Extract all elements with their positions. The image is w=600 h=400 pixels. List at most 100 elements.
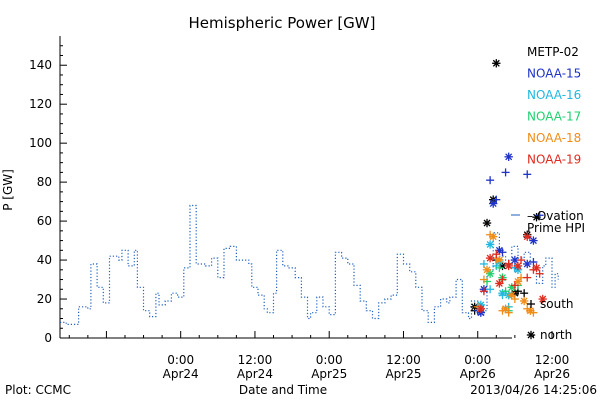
y-tick-label: 20: [37, 292, 52, 306]
marker-stroke: [520, 297, 528, 305]
noaa-15-north-point: [504, 152, 513, 161]
marker-stroke: [502, 305, 510, 313]
noaa-18-north-point: [482, 265, 492, 275]
noaa-17-south-point: [501, 287, 510, 296]
symbol-key-label-south: south: [540, 297, 574, 311]
marker-stroke: [486, 240, 494, 248]
noaa-15-south-point: [501, 168, 510, 177]
x-axis-label: Date and Time: [239, 383, 327, 397]
noaa-16-north-point: [485, 240, 495, 249]
marker-stroke: [495, 256, 503, 264]
ovation-label-line1: – Ovation: [527, 209, 584, 223]
x-tick-label-time: 12:00: [238, 353, 273, 367]
satellite-markers: [470, 59, 547, 317]
noaa-18-north-point: [526, 306, 535, 315]
marker-stroke: [505, 153, 513, 161]
legend-item-noaa-18: NOAA-18: [527, 131, 581, 145]
x-tick-label-date: Apr24: [163, 367, 199, 381]
footer-timestamp: 2013/04/26 14:25:06: [470, 383, 597, 397]
marker-stroke: [489, 233, 497, 241]
marker-stroke: [477, 305, 485, 313]
marker-stroke: [523, 260, 531, 268]
y-tick-label: 120: [29, 97, 52, 111]
marker-stroke: [533, 264, 541, 272]
noaa-19-north-point: [504, 261, 513, 271]
noaa-19-south-point: [523, 273, 532, 282]
noaa-19-north-point: [513, 261, 523, 271]
noaa-19-north-point: [538, 294, 547, 304]
marker-stroke: [495, 279, 503, 287]
metp-02-south-point: [520, 289, 529, 298]
y-tick-label: 40: [37, 253, 52, 267]
legend-item-noaa-19: NOAA-19: [527, 153, 581, 167]
y-axis-ticks: 0 20 40 60 80 100 120 140: [29, 45, 67, 345]
y-tick-label: 0: [44, 331, 52, 345]
noaa-19-north-point: [495, 279, 504, 288]
y-axis-label: P [GW]: [1, 169, 15, 211]
noaa-15-south-point: [529, 258, 538, 267]
x-axis-ticks: 0:00Apr2412:00Apr240:00Apr2512:00Apr250:…: [68, 331, 570, 381]
noaa-19-south-point: [510, 281, 519, 290]
ovation-series: [60, 204, 559, 325]
x-tick-label-date: Apr26: [460, 367, 496, 381]
x-tick-label-date: Apr25: [311, 367, 347, 381]
marker-stroke: [505, 262, 513, 270]
noaa-18-north-point: [519, 296, 529, 306]
y-tick-label: 60: [37, 214, 52, 228]
x-tick-label-date: Apr24: [237, 367, 273, 381]
x-tick-label-time: 0:00: [464, 353, 491, 367]
noaa-19-north-point: [476, 304, 486, 313]
north-symbol: [526, 330, 536, 340]
noaa-17-south-point: [495, 263, 504, 272]
noaa-15-north-point: [510, 255, 520, 265]
marker-stroke: [529, 237, 537, 245]
plot-axes: [59, 36, 512, 339]
legend-item-noaa-15: NOAA-15: [527, 67, 581, 81]
marker-stroke: [489, 200, 497, 208]
x-tick-label-time: 0:00: [316, 353, 343, 367]
noaa-15-south-point: [523, 170, 532, 179]
y-tick-label: 100: [29, 136, 52, 150]
x-tick-label-time: 12:00: [386, 353, 421, 367]
noaa-15-north-point: [489, 199, 498, 208]
legend-item-metp-02: METP-02: [527, 45, 579, 59]
marker-stroke: [539, 295, 547, 303]
noaa-18-south-point: [479, 275, 488, 284]
noaa-19-north-point: [485, 253, 495, 263]
footer-source: Plot: CCMC: [5, 383, 71, 397]
marker-stroke: [514, 278, 522, 285]
y-tick-label: 80: [37, 175, 52, 189]
noaa-16-south-point: [486, 285, 495, 294]
marker-stroke: [483, 266, 491, 274]
marker-stroke: [495, 246, 503, 254]
y-tick-label: 140: [29, 58, 52, 72]
noaa-19-south-point: [479, 287, 488, 296]
metp-02-north-point: [482, 218, 492, 228]
metp-02-north-point: [492, 59, 501, 68]
symbol-key-label-north: north: [540, 328, 572, 342]
noaa-18-north-point: [507, 290, 516, 300]
legend-item-noaa-16: NOAA-16: [527, 88, 581, 102]
noaa-15-south-point: [535, 211, 544, 220]
marker-stroke: [527, 331, 535, 339]
marker-stroke: [523, 233, 531, 241]
chart-title: Hemispheric Power [GW]: [189, 14, 376, 32]
marker-stroke: [486, 270, 494, 278]
noaa-18-north-point: [501, 304, 510, 313]
marker-stroke: [514, 262, 522, 270]
noaa-15-north-point: [529, 236, 538, 245]
noaa-19-south-point: [517, 256, 526, 265]
x-tick-label-time: 12:00: [535, 353, 570, 367]
noaa-15-south-point: [486, 176, 495, 185]
marker-stroke: [483, 219, 491, 227]
noaa-15-north-point: [495, 246, 504, 255]
marker-stroke: [508, 291, 516, 299]
x-tick-label-date: Apr25: [385, 367, 421, 381]
marker-stroke: [492, 59, 500, 67]
noaa-19-south-point: [492, 250, 501, 259]
marker-stroke: [511, 256, 519, 264]
legend-item-noaa-17: NOAA-17: [527, 110, 581, 124]
noaa-18-north-point: [495, 255, 504, 265]
